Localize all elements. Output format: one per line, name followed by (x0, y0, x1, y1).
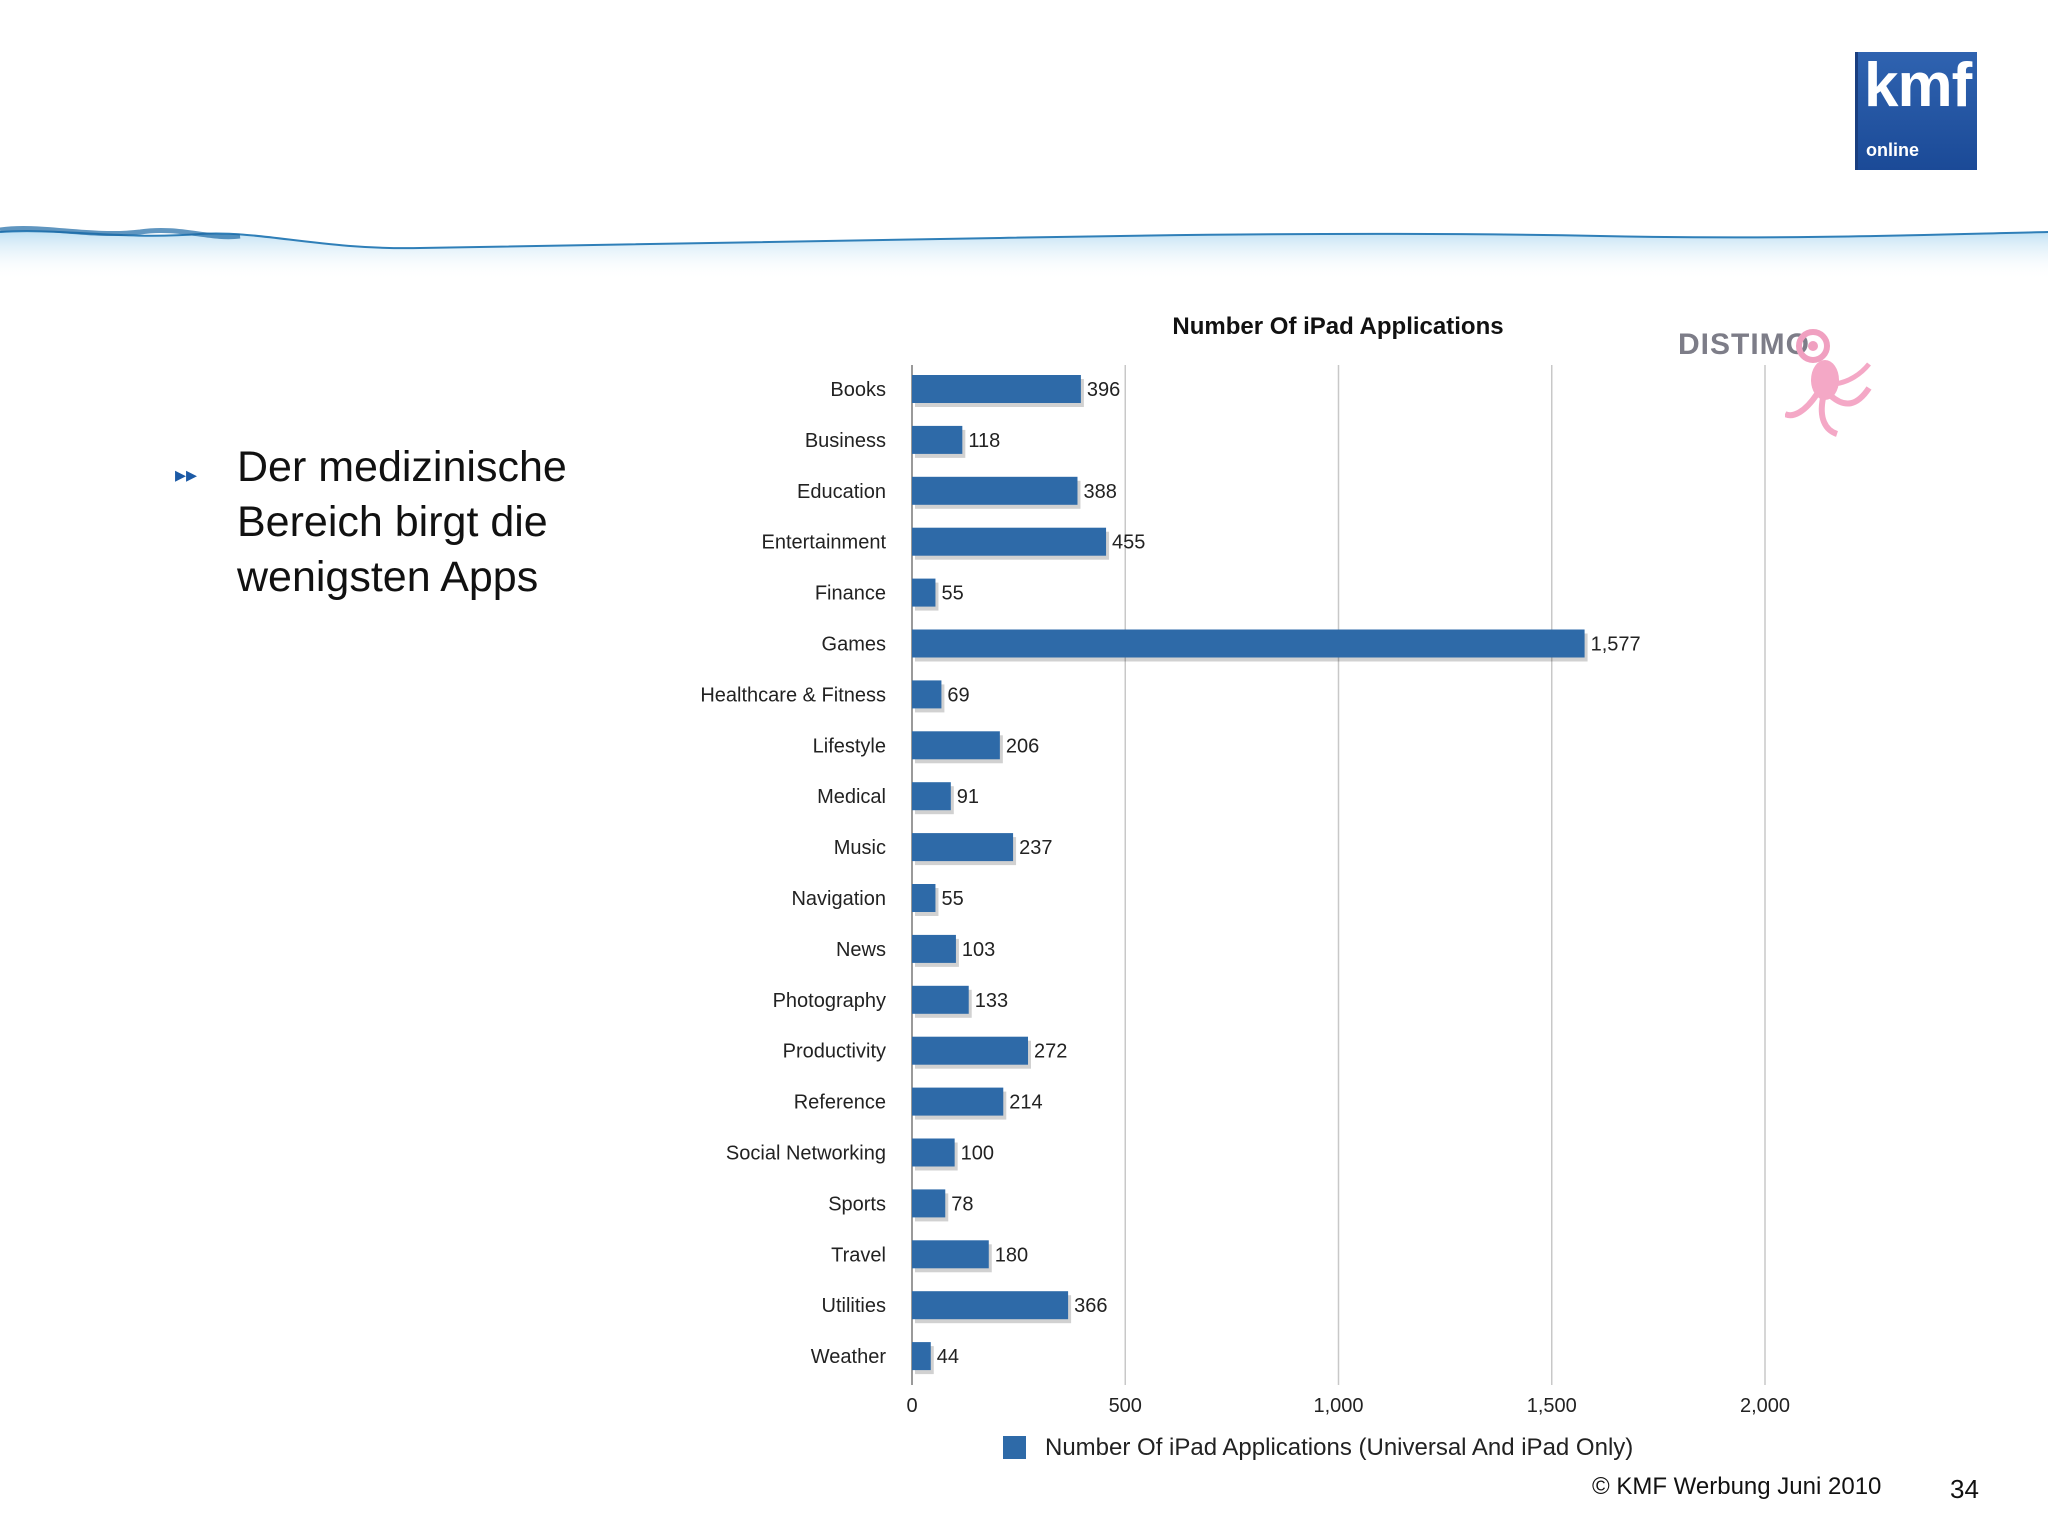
category-label: Books (830, 379, 886, 401)
category-label: Finance (815, 583, 886, 605)
value-label: 91 (957, 786, 979, 808)
bar (912, 782, 951, 811)
bars (912, 375, 1588, 1375)
distimo-watermark: DISTIMO (1678, 328, 1810, 361)
value-label: 388 (1083, 481, 1116, 503)
category-label: Travel (831, 1244, 886, 1266)
legend-label: Number Of iPad Applications (Universal A… (1045, 1434, 1633, 1461)
value-label: 366 (1074, 1295, 1107, 1317)
x-tick-label: 500 (1109, 1395, 1142, 1417)
category-label: Medical (817, 786, 886, 808)
bar (912, 1291, 1069, 1320)
value-label: 214 (1009, 1092, 1042, 1114)
category-label: Navigation (791, 888, 886, 910)
category-label: News (836, 939, 886, 961)
bar (912, 425, 963, 454)
legend-swatch (1003, 1436, 1026, 1459)
category-label: Education (797, 481, 886, 503)
value-label: 1,577 (1591, 634, 1641, 656)
grid-lines (911, 365, 1766, 1385)
category-label: Business (805, 430, 886, 452)
value-label: 100 (961, 1143, 994, 1165)
value-label: 55 (941, 888, 963, 910)
bar (912, 985, 969, 1014)
category-label: Photography (773, 990, 886, 1012)
bar (912, 1342, 931, 1371)
category-label: Music (834, 837, 886, 859)
bar (912, 1240, 989, 1269)
value-label: 180 (995, 1244, 1028, 1266)
category-label: Lifestyle (813, 735, 886, 757)
x-tick-label: 1,000 (1313, 1395, 1363, 1417)
x-tick-label: 1,500 (1527, 1395, 1577, 1417)
bar (912, 934, 956, 963)
value-label: 272 (1034, 1041, 1067, 1063)
bar (912, 884, 936, 912)
value-label: 396 (1087, 379, 1120, 401)
value-label: 133 (975, 990, 1008, 1012)
labels: 0 500 1,000 1,500 2,000 Books 396 Business 118 Ed… (700, 379, 1790, 1417)
value-label: 455 (1112, 532, 1145, 554)
category-label: Social Networking (726, 1143, 886, 1165)
value-label: 44 (937, 1346, 959, 1368)
value-label: 78 (951, 1193, 973, 1215)
category-label: Games (822, 634, 886, 656)
category-label: Entertainment (761, 532, 886, 554)
bullet-text: Der medizinische Bereich birgt die wenig… (237, 443, 567, 601)
chart-title: Number Of iPad Applications (1172, 313, 1503, 340)
bullet-arrow-icon: ▸▸ (175, 462, 198, 487)
category-label: Healthcare & Fitness (700, 684, 886, 706)
octopus-icon (1785, 329, 1872, 437)
category-label: Productivity (783, 1041, 886, 1063)
x-tick-label: 0 (906, 1395, 917, 1417)
bar (912, 1189, 946, 1218)
bar (912, 1087, 1004, 1116)
bar (912, 476, 1078, 505)
bar (912, 629, 1585, 658)
value-label: 103 (962, 939, 995, 961)
x-tick-label: 2,000 (1740, 1395, 1790, 1417)
value-label: 237 (1019, 837, 1052, 859)
value-label: 69 (947, 684, 969, 706)
logo-main-text: kmf (1864, 51, 1972, 120)
bar (912, 375, 1081, 403)
category-label: Utilities (822, 1295, 886, 1317)
logo-sub-text: online (1866, 140, 1919, 160)
category-label: Weather (811, 1346, 887, 1368)
bar (912, 527, 1107, 556)
bar (912, 731, 1000, 760)
category-label: Reference (794, 1092, 886, 1114)
bar (912, 578, 936, 607)
value-label: 118 (968, 430, 1000, 452)
value-label: 55 (941, 583, 963, 605)
footer-copyright: © KMF Werbung Juni 2010 (1592, 1473, 1882, 1500)
category-label: Sports (828, 1193, 886, 1215)
bar (912, 1036, 1029, 1065)
bar (912, 1138, 955, 1167)
page-number: 34 (1950, 1474, 1979, 1504)
bar (912, 833, 1014, 862)
value-label: 206 (1006, 735, 1039, 757)
bar (912, 680, 942, 709)
kmf-logo: kmf online (1855, 51, 1977, 170)
water-wave-decoration (0, 225, 2048, 280)
